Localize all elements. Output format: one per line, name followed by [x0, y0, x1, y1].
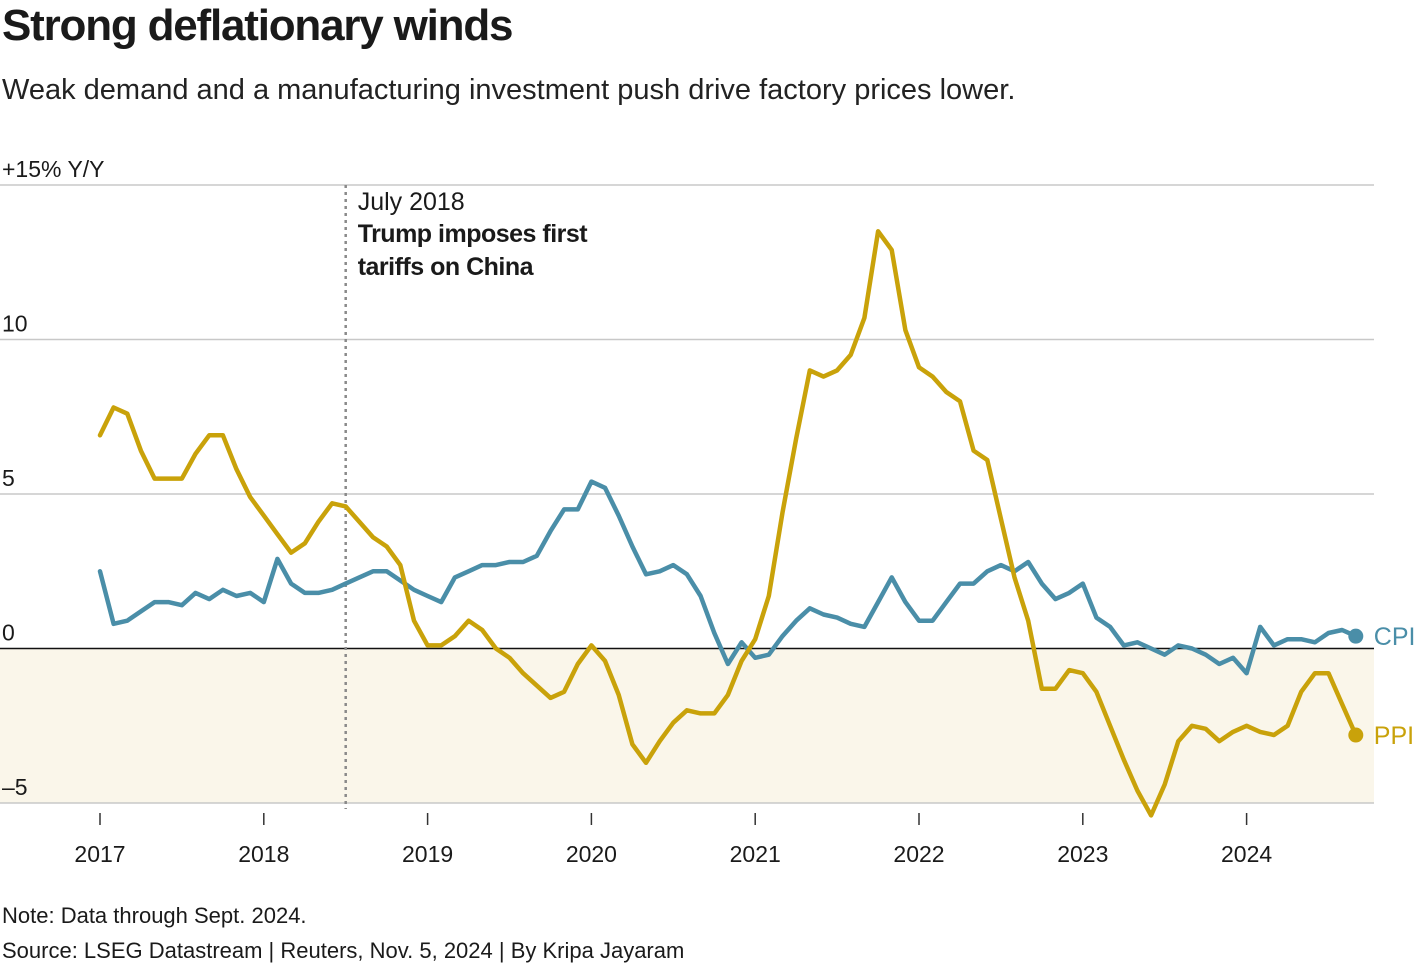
- y-tick-label: –5: [2, 774, 28, 800]
- negative-region: [0, 648, 1374, 803]
- series-line-cpi: [97, 479, 1359, 676]
- annotation-date: July 2018: [358, 188, 465, 216]
- series-end-point-cpi: [1348, 628, 1364, 644]
- y-tick-labels: 10 5 0 –5: [2, 311, 28, 801]
- source-line: Source: LSEG Datastream | Reuters, Nov. …: [2, 938, 685, 963]
- x-tick-label: 2018: [238, 841, 289, 867]
- y-tick-label: 10: [2, 311, 28, 337]
- x-tick-label: 2021: [730, 841, 781, 867]
- x-tick-label: 2019: [402, 841, 453, 867]
- series-label-cpi: CPI: [1374, 623, 1416, 651]
- y-unit-label: +15% Y/Y: [2, 156, 105, 182]
- x-tick-label: 2020: [566, 841, 617, 867]
- x-tick-label: 2017: [74, 841, 125, 867]
- annotation-text-line2: tariffs on China: [358, 253, 535, 281]
- x-tick-label: 2023: [1057, 841, 1108, 867]
- x-tick-label: 2022: [893, 841, 944, 867]
- series-group: CPI PPI: [97, 229, 1416, 818]
- chart-subtitle: Weak demand and a manufacturing investme…: [2, 74, 1016, 106]
- chart-title: Strong deflationary winds: [2, 1, 513, 50]
- y-tick-label: 0: [2, 620, 15, 646]
- series-label-ppi: PPI: [1374, 722, 1414, 750]
- line-chart: 10 5 0 –5 +15% Y/Y 2017 2018 2019 2020 2021 2022…: [0, 156, 1416, 867]
- annotation-text-line1: Trump imposes first: [358, 220, 589, 248]
- footnote: Note: Data through Sept. 2024.: [2, 903, 307, 928]
- y-tick-label: 5: [2, 465, 15, 491]
- x-tick-label: 2024: [1221, 841, 1272, 867]
- series-end-point-ppi: [1348, 727, 1364, 743]
- series-line-ppi: [97, 229, 1359, 818]
- x-axis: 2017 2018 2019 2020 2021 2022 2023 2024: [74, 813, 1272, 867]
